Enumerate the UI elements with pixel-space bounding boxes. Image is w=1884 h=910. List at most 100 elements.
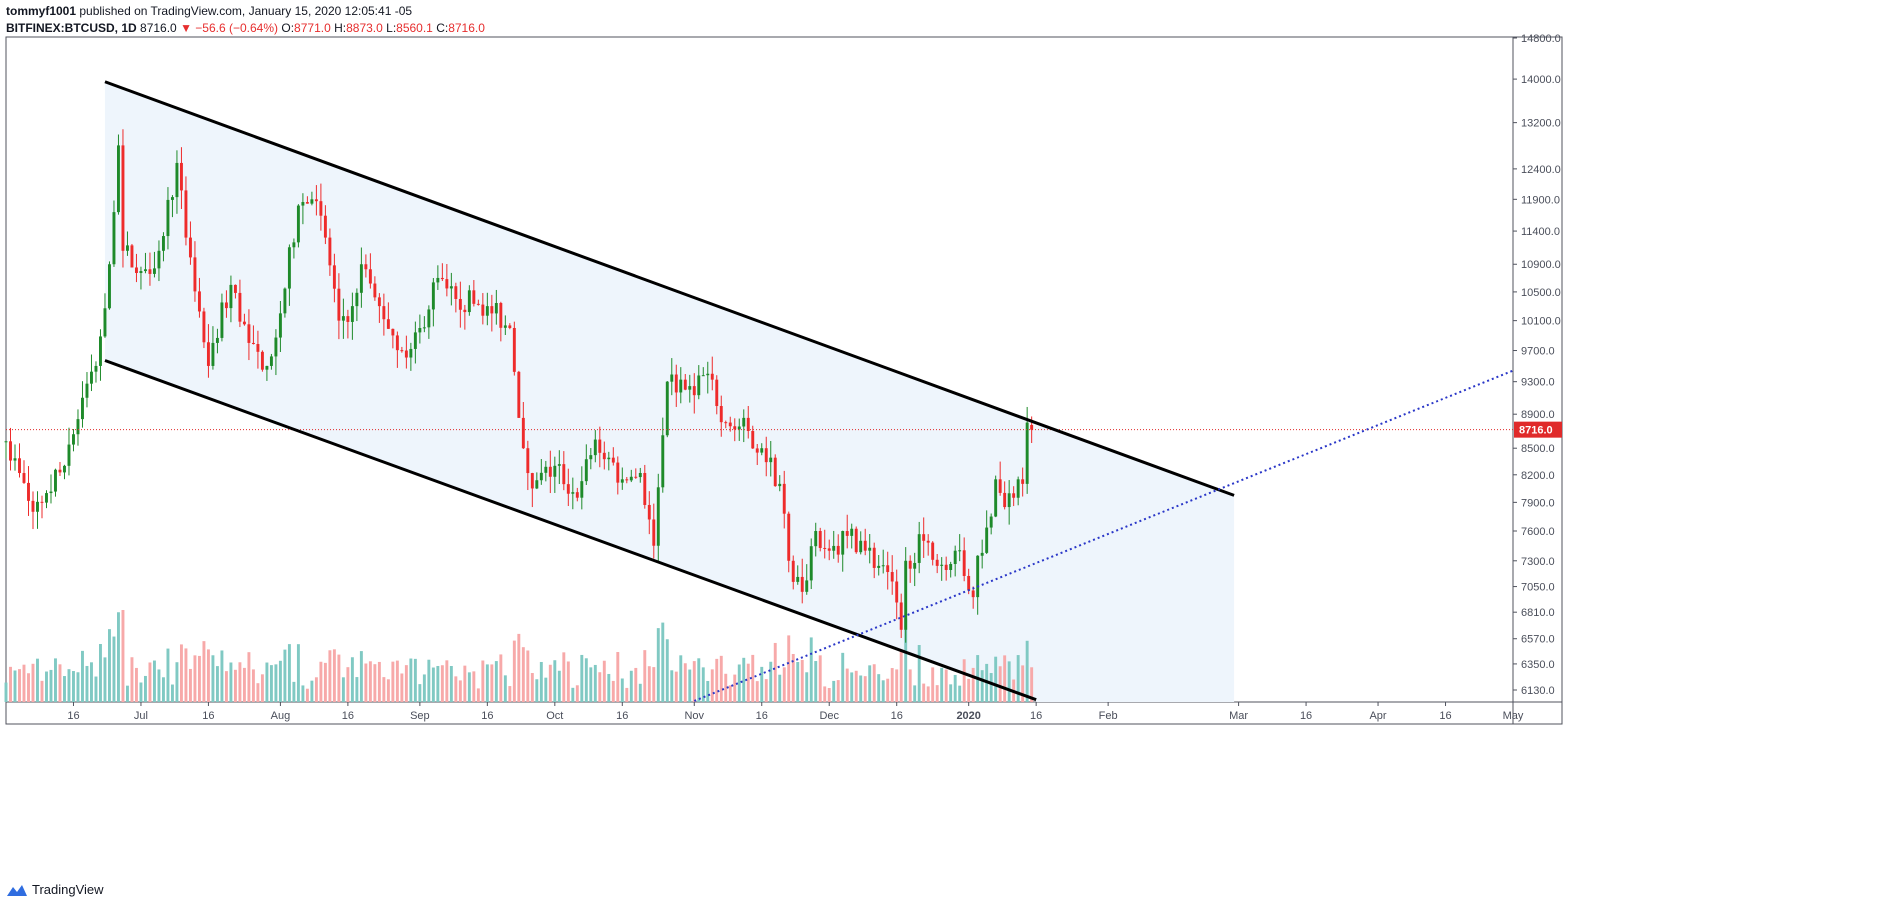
candle-body [368, 269, 372, 284]
volume-bar [413, 658, 417, 702]
candle [436, 265, 440, 290]
candle-body [764, 448, 768, 463]
candle [791, 555, 795, 590]
candle [269, 353, 273, 370]
candle-body [40, 501, 44, 503]
volume-bar [953, 674, 957, 702]
candle [647, 491, 651, 535]
candle [746, 405, 750, 439]
candle-body [512, 327, 516, 372]
volume-bar [242, 667, 246, 702]
candle [251, 325, 255, 345]
candle-body [337, 288, 341, 321]
candle [679, 367, 683, 404]
volume-bar [175, 662, 179, 702]
candle-body [980, 552, 984, 556]
y-tick-label: 7300.0 [1521, 556, 1555, 568]
candle [557, 450, 561, 484]
candle-body [593, 439, 597, 456]
volume-bar [620, 678, 624, 702]
candle-series [4, 129, 1034, 643]
candle-body [310, 199, 314, 204]
volume-bar [751, 654, 755, 702]
volume-bar [805, 672, 809, 702]
candle-body [697, 375, 701, 396]
candle [490, 294, 494, 332]
x-tick-label: Nov [684, 710, 704, 722]
candle-body [346, 316, 350, 322]
candle [580, 466, 584, 510]
candle-body [382, 306, 386, 320]
candle [890, 555, 894, 595]
candle-body [143, 269, 147, 272]
candle-body [976, 555, 980, 598]
volume-bar [323, 662, 327, 702]
volume-bar [409, 658, 413, 702]
candle-body [616, 462, 620, 483]
y-tick-label: 14800.0 [1521, 33, 1561, 45]
volume-bar [917, 645, 921, 702]
candle [301, 193, 305, 225]
candle-body [427, 309, 431, 328]
candle-body [233, 284, 237, 293]
candle [85, 372, 89, 408]
candle-body [548, 466, 552, 477]
candle [494, 289, 498, 325]
candle-body [755, 448, 759, 453]
candle [980, 539, 984, 569]
candle [440, 263, 444, 282]
y-tick-label: 9300.0 [1521, 377, 1555, 389]
candle-body [602, 452, 606, 460]
candle [184, 176, 188, 246]
volume-bar [584, 658, 588, 702]
candle [76, 409, 80, 446]
candle [616, 456, 620, 495]
candle [296, 204, 300, 248]
volume-bar [670, 670, 674, 702]
volume-bar [638, 683, 642, 702]
candle-body [706, 373, 710, 376]
y-tick-label: 10100.0 [1521, 316, 1561, 328]
candle [814, 522, 818, 557]
volume-bar [530, 673, 534, 702]
candle [643, 464, 647, 509]
candle-body [341, 316, 345, 321]
volume-bar [926, 686, 930, 702]
volume-bar [18, 669, 21, 702]
candle-body [643, 472, 647, 505]
volume-bar [940, 667, 944, 702]
candle [242, 313, 246, 326]
candle-body [445, 279, 449, 289]
volume-bar [40, 680, 44, 702]
candle-body [530, 473, 534, 489]
candle-body [108, 264, 111, 309]
candle-body [661, 435, 665, 488]
candle-body [796, 576, 800, 582]
candle-body [805, 580, 809, 592]
candle-body [377, 297, 381, 307]
tradingview-logo[interactable]: TradingView [6, 882, 104, 898]
volume-bar [773, 642, 777, 702]
author-name[interactable]: tommyf1001 [6, 4, 77, 18]
candle-body [580, 481, 584, 498]
candle-body [9, 441, 12, 461]
candle [40, 495, 44, 519]
volume-bar [72, 671, 75, 702]
candle-body [328, 237, 332, 266]
volume-bar [13, 670, 17, 702]
candle-body [787, 513, 791, 561]
candle [841, 530, 845, 572]
candle-body [251, 342, 255, 345]
x-tick-label: 16 [1439, 710, 1451, 722]
candle [449, 272, 453, 306]
x-tick-label: Aug [271, 710, 291, 722]
candle-body [917, 534, 921, 563]
y-tick-label: 7600.0 [1521, 526, 1555, 538]
candle [976, 555, 980, 615]
candle [508, 323, 512, 330]
volume-bar [206, 649, 210, 702]
candle [206, 324, 210, 378]
volume-bar [998, 666, 1002, 702]
candle [188, 221, 192, 265]
